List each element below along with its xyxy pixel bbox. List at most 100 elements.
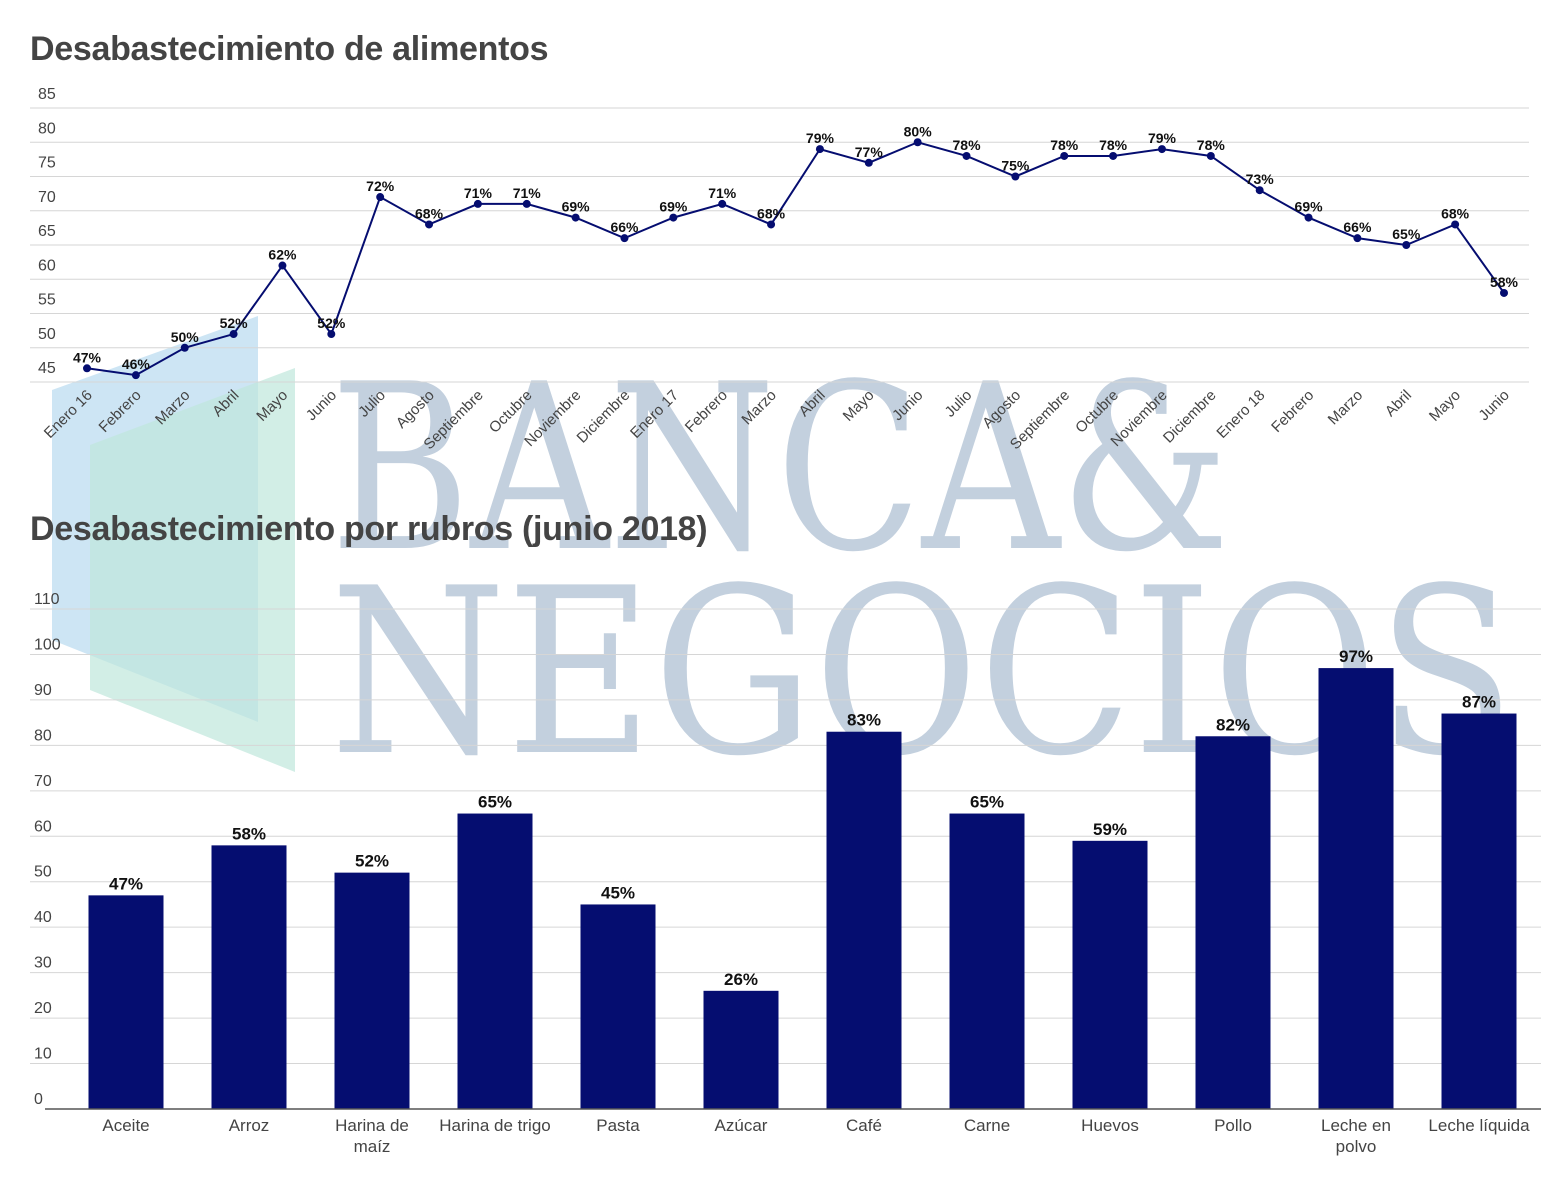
line-point	[1109, 151, 1118, 160]
bar-data-label: 58%	[232, 824, 266, 843]
line-point	[425, 220, 434, 229]
line-point	[229, 330, 238, 339]
line-point	[1011, 172, 1020, 181]
bar-category-label: Pasta	[596, 1116, 640, 1135]
line-data-label: 79%	[806, 130, 835, 146]
bar	[457, 813, 533, 1109]
line-y-tick-label: 75	[38, 155, 56, 172]
line-data-label: 78%	[953, 137, 982, 153]
line-point	[131, 371, 140, 380]
line-data-label: 68%	[1441, 205, 1470, 221]
bar-chart: 0 10 20 30 40 50 60 70 80 90 100 110 47% 58% 52% 65% 45%…	[30, 591, 1541, 1156]
line-y-tick-label: 80	[38, 120, 56, 137]
line-point	[376, 193, 385, 202]
bar	[88, 895, 164, 1109]
line-data-label: 71%	[513, 185, 542, 201]
line-x-tick-label: Marzo	[1325, 387, 1366, 428]
line-data-label: 68%	[415, 205, 444, 221]
bar-data-label: 87%	[1462, 693, 1496, 712]
line-data-label: 65%	[1392, 226, 1421, 242]
line-data-label: 62%	[268, 247, 297, 263]
bar-y-tick-label: 70	[34, 773, 52, 790]
bar-y-tick-label: 100	[34, 636, 61, 653]
line-y-tick-label: 85	[38, 86, 56, 103]
bar-category-label: Café	[846, 1116, 882, 1135]
line-y-tick-label: 60	[38, 257, 56, 274]
line-point	[620, 234, 629, 243]
line-point	[327, 330, 336, 339]
bar	[1195, 736, 1271, 1109]
line-data-label: 69%	[659, 199, 688, 215]
line-point	[180, 343, 189, 352]
banca-negocios-watermark: BANCA& NEGOCIOS	[52, 316, 1515, 807]
line-x-tick-label: Febrero	[1268, 387, 1317, 436]
line-point	[962, 151, 971, 160]
line-chart-title: Desabastecimiento de alimentos	[30, 30, 549, 68]
line-point	[522, 199, 531, 208]
line-point	[1255, 186, 1264, 195]
watermark-logo-front-shape	[90, 368, 295, 772]
bar-y-tick-label: 20	[34, 1000, 52, 1017]
bar-data-label: 52%	[355, 852, 389, 871]
line-data-label: 78%	[1050, 137, 1079, 153]
line-data-label: 73%	[1246, 171, 1275, 187]
line-point	[815, 145, 824, 154]
bar-data-label: 65%	[970, 793, 1004, 812]
line-data-label: 78%	[1197, 137, 1226, 153]
line-point	[1157, 145, 1166, 154]
line-y-tick-label: 70	[38, 189, 56, 206]
bar-category-label: Harina de maíz	[335, 1116, 409, 1156]
line-point	[1206, 151, 1215, 160]
line-data-label: 52%	[317, 315, 346, 331]
line-data-label: 50%	[171, 329, 200, 345]
bar	[703, 990, 779, 1109]
line-point	[864, 158, 873, 167]
bar-data-label: 82%	[1216, 715, 1250, 734]
bar	[1318, 668, 1394, 1109]
line-data-label: 46%	[122, 356, 151, 372]
line-data-label: 80%	[904, 123, 933, 139]
line-point	[1451, 220, 1460, 229]
bar	[580, 904, 656, 1109]
bar-y-tick-label: 60	[34, 818, 52, 835]
bar	[211, 845, 287, 1109]
line-data-label: 79%	[1148, 130, 1177, 146]
line-data-label: 47%	[73, 349, 102, 365]
bar-category-label: Leche líquida	[1428, 1116, 1530, 1135]
line-data-label: 71%	[708, 185, 737, 201]
bar-y-tick-label: 50	[34, 864, 52, 881]
bar-category-label: Huevos	[1081, 1116, 1139, 1135]
line-x-tick-label: Abril	[1382, 387, 1415, 420]
bar-data-label: 83%	[847, 711, 881, 730]
line-data-label: 78%	[1099, 137, 1128, 153]
line-y-tick-label: 45	[38, 360, 56, 377]
line-data-label: 75%	[1001, 158, 1030, 174]
bar	[1441, 713, 1517, 1109]
line-point	[1060, 151, 1069, 160]
line-x-tick-label: Junio	[1475, 387, 1512, 424]
line-y-tick-label: 55	[38, 292, 56, 309]
line-data-label: 71%	[464, 185, 493, 201]
bar	[334, 872, 410, 1109]
line-data-label: 66%	[610, 219, 639, 235]
line-point	[767, 220, 776, 229]
line-y-tick-label: 50	[38, 326, 56, 343]
line-point	[1402, 241, 1411, 249]
bar-category-label: Aceite	[102, 1116, 149, 1135]
line-data-label: 58%	[1490, 274, 1519, 290]
bar-y-tick-label: 40	[34, 909, 52, 926]
line-point	[718, 199, 727, 208]
line-series	[86, 141, 1505, 377]
bar-y-tick-label: 0	[34, 1091, 43, 1108]
bar	[1072, 840, 1148, 1109]
line-data-label: 68%	[757, 205, 786, 221]
line-point	[571, 213, 580, 222]
bar-data-label: 45%	[601, 883, 635, 902]
line-point	[1304, 213, 1313, 222]
bar-category-label: Leche en polvo	[1321, 1116, 1391, 1156]
bar-data-label: 47%	[109, 874, 143, 893]
bar-chart-title: Desabastecimiento por rubros (junio 2018…	[30, 510, 708, 548]
line-point	[278, 261, 287, 270]
line-point	[1353, 234, 1362, 243]
